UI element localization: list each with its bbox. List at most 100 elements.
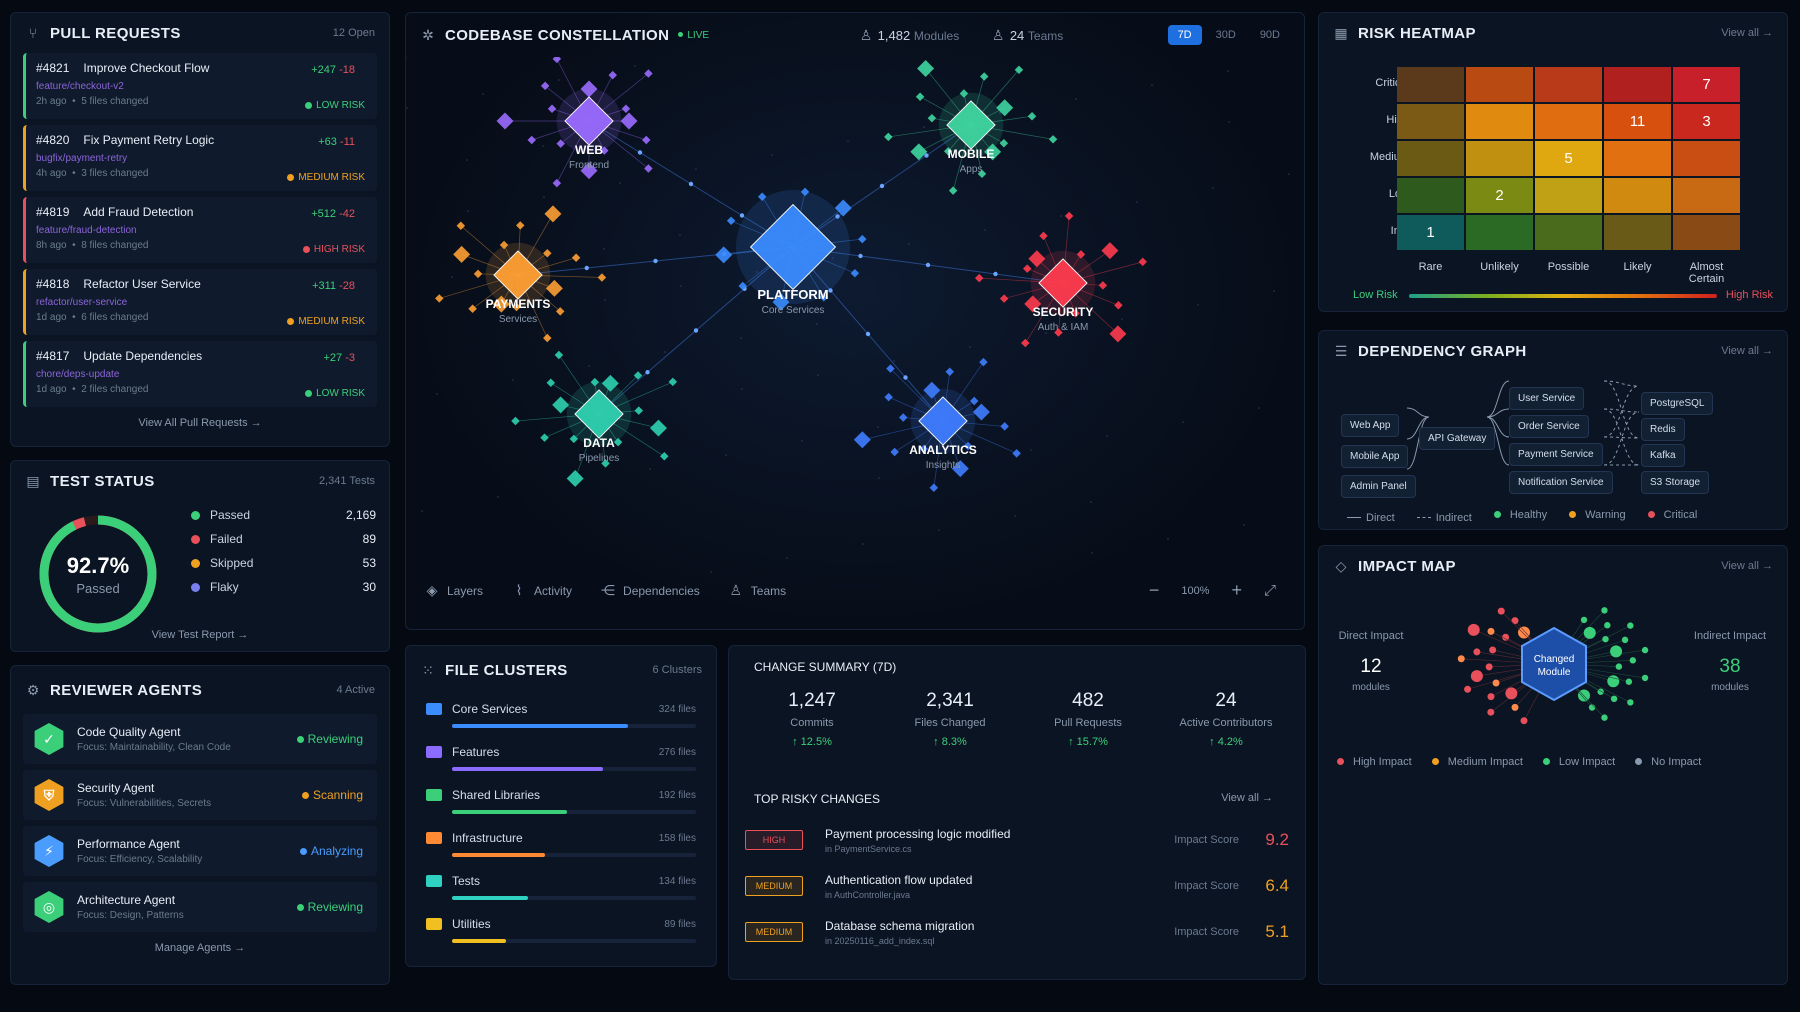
risky-view-all-link[interactable]: View all → bbox=[1221, 792, 1273, 804]
heatmap-cell[interactable] bbox=[1397, 141, 1464, 176]
heatmap-cell[interactable] bbox=[1466, 67, 1533, 102]
module-node bbox=[945, 367, 955, 376]
view-test-report-link[interactable]: View Test Report → bbox=[151, 629, 249, 641]
heatmap-cell[interactable]: 3 bbox=[1673, 104, 1740, 139]
heatmap-cell[interactable] bbox=[1397, 104, 1464, 139]
test-row-flaky: Flaky 30 bbox=[191, 575, 376, 599]
dependency-edge bbox=[1603, 408, 1640, 466]
client-node[interactable]: Web App bbox=[1341, 414, 1400, 437]
heatmap-cell[interactable] bbox=[1604, 178, 1671, 213]
star bbox=[771, 154, 773, 156]
impact-view-all-link[interactable]: View all → bbox=[1721, 560, 1773, 572]
cluster-web[interactable]: WEB Frontend bbox=[496, 57, 653, 188]
heatmap-cell[interactable]: 5 bbox=[1535, 141, 1602, 176]
change-summary-panel: CHANGE SUMMARY (7D) 1,247 Commits ↑ 12.5% 2… bbox=[728, 645, 1306, 980]
heatmap-cell[interactable]: 7 bbox=[1673, 67, 1740, 102]
heatmap-view-all-link[interactable]: View all → bbox=[1721, 27, 1773, 39]
heatmap-cell[interactable] bbox=[1535, 178, 1602, 213]
activity-button[interactable]: ⌇ Activity bbox=[511, 582, 572, 599]
heatmap-cell[interactable]: 1 bbox=[1397, 215, 1464, 250]
impact-node-low bbox=[1641, 646, 1649, 654]
file-cluster-row[interactable]: Shared Libraries 192 files bbox=[406, 780, 716, 823]
cluster-data[interactable]: DATA Pipelines bbox=[511, 350, 678, 487]
constellation-graph[interactable]: WEB Frontend MOBILE Apps PAYMENTS Services PLA… bbox=[406, 57, 1304, 577]
heatmap-cell[interactable] bbox=[1466, 215, 1533, 250]
fullscreen-icon[interactable]: ⤢ bbox=[1263, 582, 1276, 599]
layers-button[interactable]: ◈ Layers bbox=[424, 582, 483, 599]
datastore-node[interactable]: S3 Storage bbox=[1641, 471, 1710, 494]
file-clusters-panel: ⁙ FILE CLUSTERS 6 Clusters Core Services 32… bbox=[405, 645, 717, 967]
client-node[interactable]: Admin Panel bbox=[1341, 475, 1416, 498]
reviewer-agent-item[interactable]: ⚡ Performance Agent Focus: Efficiency, Sc… bbox=[23, 826, 377, 876]
file-cluster-row[interactable]: Infrastructure 158 files bbox=[406, 823, 716, 866]
heatmap-cell[interactable] bbox=[1604, 215, 1671, 250]
file-cluster-row[interactable]: Utilities 89 files bbox=[406, 909, 716, 952]
manage-agents-link[interactable]: Manage Agents → bbox=[154, 942, 246, 954]
view-all-pull-requests-link[interactable]: View All Pull Requests → bbox=[138, 417, 262, 429]
range-30d-button[interactable]: 30D bbox=[1215, 29, 1236, 41]
heatmap-cell[interactable] bbox=[1535, 104, 1602, 139]
file-cluster-row[interactable]: Core Services 324 files bbox=[406, 694, 716, 737]
heatmap-cell[interactable] bbox=[1673, 141, 1740, 176]
reviewer-agent-item[interactable]: ✓ Code Quality Agent Focus: Maintainabili… bbox=[23, 714, 377, 764]
service-node[interactable]: Payment Service bbox=[1509, 443, 1603, 466]
impact-node-low bbox=[1580, 616, 1588, 624]
datastore-node[interactable]: PostgreSQL bbox=[1641, 392, 1714, 415]
heatmap-cell[interactable] bbox=[1604, 141, 1671, 176]
heatmap-cell[interactable]: 2 bbox=[1466, 178, 1533, 213]
status-dot bbox=[191, 558, 200, 568]
teams-button[interactable]: ♙ Teams bbox=[729, 582, 787, 598]
impact-graph[interactable]: Changed Module bbox=[1424, 594, 1684, 744]
zoom-in-button[interactable]: + bbox=[1231, 580, 1242, 600]
star bbox=[695, 168, 697, 170]
service-node[interactable]: Notification Service bbox=[1509, 471, 1613, 494]
reviewer-agent-item[interactable]: ⛨ Security Agent Focus: Vulnerabilities, … bbox=[23, 770, 377, 820]
star bbox=[1228, 121, 1230, 123]
heatmap-cell[interactable] bbox=[1466, 141, 1533, 176]
pull-request-item[interactable]: #4821 Improve Checkout Flow feature/check… bbox=[23, 53, 377, 119]
client-node[interactable]: Mobile App bbox=[1341, 445, 1409, 468]
cluster-platform[interactable]: PLATFORM Core Services bbox=[715, 187, 867, 316]
gateway-node[interactable]: API Gateway bbox=[1419, 427, 1496, 450]
active-count: 4 Active bbox=[336, 684, 375, 696]
pull-request-item[interactable]: #4818 Refactor User Service refactor/user… bbox=[23, 269, 377, 335]
heatmap-cell[interactable] bbox=[1535, 215, 1602, 250]
star bbox=[543, 196, 545, 198]
pull-request-item[interactable]: #4819 Add Fraud Detection feature/fraud-d… bbox=[23, 197, 377, 263]
pull-request-item[interactable]: #4817 Update Dependencies chore/deps-upda… bbox=[23, 341, 377, 407]
zoom-level: 100% bbox=[1181, 584, 1210, 597]
cluster-security[interactable]: SECURITY Auth & IAM bbox=[974, 211, 1147, 348]
git-pull-request-icon: ⑂ bbox=[28, 25, 38, 41]
reviewer-agent-item[interactable]: ◎ Architecture Agent Focus: Design, Patte… bbox=[23, 882, 377, 932]
range-90d-button[interactable]: 90D bbox=[1259, 29, 1280, 41]
cluster-progress-bar bbox=[452, 767, 696, 771]
heatmap-cell[interactable] bbox=[1466, 104, 1533, 139]
heatmap-cell[interactable]: 11 bbox=[1604, 104, 1671, 139]
module-node bbox=[527, 135, 536, 145]
pr-age: 1d ago bbox=[36, 384, 67, 395]
dependency-view-all-link[interactable]: View all → bbox=[1721, 345, 1773, 357]
datastore-node[interactable]: Redis bbox=[1641, 418, 1685, 441]
cluster-analytics[interactable]: ANALYTICS Insights bbox=[853, 357, 1021, 493]
datastore-node[interactable]: Kafka bbox=[1641, 444, 1685, 467]
heatmap-cell[interactable] bbox=[1397, 178, 1464, 213]
heatmap-cell[interactable] bbox=[1673, 178, 1740, 213]
heatmap-cell[interactable] bbox=[1535, 67, 1602, 102]
cluster-payments[interactable]: PAYMENTS Services bbox=[435, 205, 607, 343]
service-node[interactable]: User Service bbox=[1509, 387, 1585, 410]
heatmap-cell[interactable] bbox=[1673, 215, 1740, 250]
file-cluster-row[interactable]: Features 276 files bbox=[406, 737, 716, 780]
service-node[interactable]: Order Service bbox=[1509, 415, 1589, 438]
risky-change-item[interactable]: MEDIUM Authentication flow updated in Aut… bbox=[745, 864, 1289, 908]
risky-change-item[interactable]: MEDIUM Database schema migration in 20250… bbox=[745, 910, 1289, 954]
dependencies-button[interactable]: ⋲ Dependencies bbox=[601, 582, 700, 598]
risky-change-item[interactable]: HIGH Payment processing logic modified in… bbox=[745, 818, 1289, 862]
heatmap-cell[interactable] bbox=[1604, 67, 1671, 102]
file-cluster-row[interactable]: Tests 134 files bbox=[406, 866, 716, 909]
module-node bbox=[540, 81, 550, 91]
heatmap-cell[interactable] bbox=[1397, 67, 1464, 102]
range-7d-button[interactable]: 7D bbox=[1167, 25, 1202, 45]
pull-request-item[interactable]: #4820 Fix Payment Retry Logic bugfix/paym… bbox=[23, 125, 377, 191]
cluster-mobile[interactable]: MOBILE Apps bbox=[884, 59, 1058, 195]
zoom-out-button[interactable]: − bbox=[1148, 580, 1160, 600]
